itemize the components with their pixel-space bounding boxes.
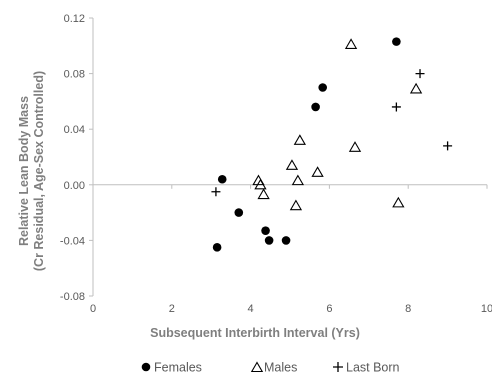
point-females bbox=[217, 174, 227, 184]
point-females bbox=[234, 208, 244, 217]
x-tick-label: 8 bbox=[405, 303, 411, 315]
point-females bbox=[261, 226, 270, 235]
legend-label-males: Males bbox=[264, 361, 297, 375]
y-tick-label: -0.04 bbox=[60, 235, 85, 247]
y-tick-label: 0.08 bbox=[64, 69, 85, 81]
point-males bbox=[291, 174, 305, 186]
x-tick-label: 2 bbox=[169, 303, 175, 315]
legend-item-females: Females bbox=[141, 361, 202, 375]
x-tick-label: 10 bbox=[481, 303, 492, 315]
point-males bbox=[344, 38, 358, 49]
point-males bbox=[285, 159, 299, 170]
point-females bbox=[281, 236, 291, 245]
legend-item-males: Males bbox=[250, 361, 297, 375]
point-last-born bbox=[443, 141, 453, 151]
point-last-born bbox=[391, 102, 401, 112]
point-males bbox=[257, 188, 270, 200]
point-females bbox=[392, 37, 401, 46]
point-females bbox=[318, 83, 328, 92]
x-tick-label: 6 bbox=[326, 303, 332, 315]
point-males bbox=[254, 178, 267, 190]
legend-marker-last-born bbox=[333, 362, 343, 372]
legend-label-last-born: Last Born bbox=[346, 361, 400, 375]
point-males bbox=[392, 196, 405, 208]
y-tick-label: 0.04 bbox=[64, 124, 85, 136]
legend-marker-males bbox=[250, 361, 264, 373]
y-tick-label: -0.08 bbox=[60, 291, 85, 303]
point-females bbox=[264, 236, 274, 245]
x-tick-label: 0 bbox=[90, 303, 96, 315]
point-last-born bbox=[415, 69, 425, 79]
legend-label-females: Females bbox=[154, 361, 202, 375]
y-axis-title-line-1: Relative Lean Body Mass bbox=[17, 96, 31, 246]
point-males bbox=[311, 166, 324, 177]
y-axis: -0.08 -0.04 0.00 0.04 0.08 0.12 bbox=[60, 13, 94, 303]
legend: Females Males Last Born bbox=[141, 361, 400, 375]
y-tick-label: 0.00 bbox=[64, 180, 85, 192]
point-males bbox=[293, 134, 307, 145]
x-axis-title: Subsequent Interbirth Interval (Yrs) bbox=[150, 326, 360, 340]
point-females bbox=[212, 243, 222, 252]
point-last-born bbox=[211, 187, 221, 197]
y-axis-title: Relative Lean Body Mass (Cr Residual, Ag… bbox=[17, 71, 46, 271]
y-axis-title-line-2: (Cr Residual, Age-Sex Controlled) bbox=[32, 71, 46, 271]
y-tick-label: 0.12 bbox=[64, 13, 85, 25]
point-males bbox=[348, 141, 362, 152]
data-markers bbox=[211, 37, 453, 252]
legend-marker-females bbox=[141, 362, 151, 372]
point-males bbox=[409, 82, 423, 94]
point-males bbox=[289, 199, 303, 211]
point-females bbox=[311, 102, 320, 112]
x-axis: 0 2 4 6 8 10 bbox=[90, 184, 492, 315]
x-tick-label: 4 bbox=[248, 303, 254, 315]
legend-item-last-born: Last Born bbox=[333, 361, 400, 375]
